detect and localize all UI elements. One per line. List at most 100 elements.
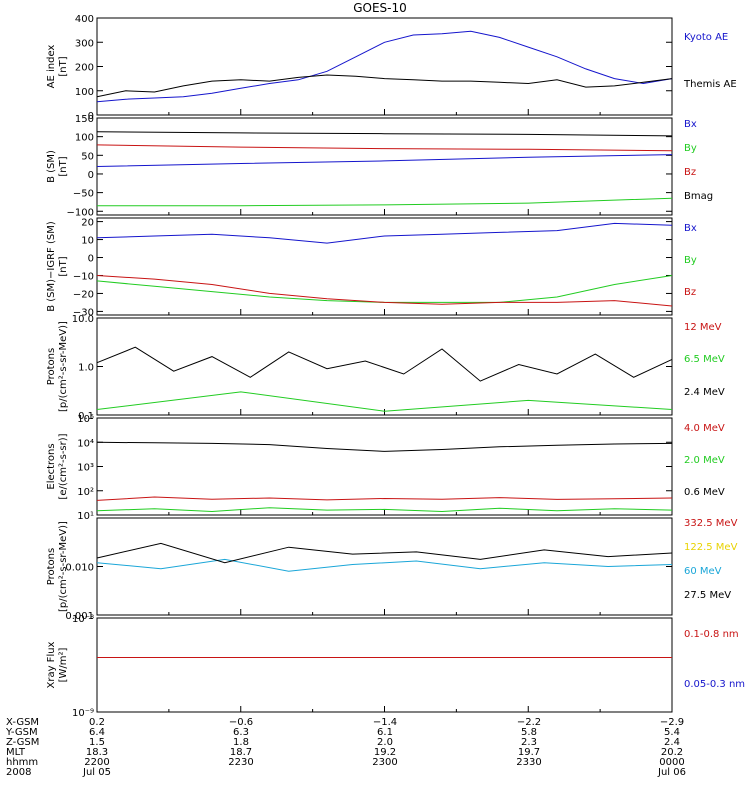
legend-entry: 122.5 MeV [684,542,738,553]
legend-entry: By [684,143,697,154]
chart-title: GOES-10 [353,1,407,15]
y-tick-label: 10³ [77,463,94,474]
legend-entry: Bx [684,223,697,234]
ephemeris-row-label: X-GSM [6,717,39,728]
series-red-trace [96,496,673,501]
y-axis-label: Protons [46,348,57,385]
legend-entry: 0.05-0.3 nm [684,679,745,690]
y-tick-label: 10.0 [72,314,94,325]
y-axis-label: [p/(cm²-s-sr-MeV)] [58,521,69,612]
ephemeris-value: 5.8 [521,727,537,738]
ephemeris-value: −1.4 [373,717,397,728]
panel-electrons: 10¹ 10² 10³ 10⁴ 10⁵ Electrons [e/(cm²-s-sr)] 4.… [46,414,725,522]
ephemeris-value: 18.7 [230,747,252,758]
legend-entry: Bmag [684,191,713,202]
y-axis-label: AE index [46,45,57,89]
series-bx [96,222,673,244]
series-themis-ae [96,74,673,98]
y-axis-label: [W/m²] [58,647,69,682]
y-tick-label: 100 [75,87,94,98]
y-tick-label: 300 [75,38,94,49]
ephemeris-value: 2.3 [521,737,537,748]
ephemeris-value: 2300 [372,757,397,768]
series-bmag [96,131,673,137]
legend-entry: 60 MeV [684,566,722,577]
plot-frame [96,617,673,713]
y-tick-label: 0 [88,170,94,181]
y-tick-label: 10¹ [77,511,94,522]
ephemeris-value: 20.2 [661,747,683,758]
ephemeris-value: 2200 [84,757,109,768]
panel-xray: 10⁻⁹ 10⁻⁸ Xray Flux [W/m²] 0.1-0.8 nm 0.05-0.… [46,614,745,719]
ephemeris-row-label: Z-GSM [6,737,39,748]
ephemeris-value: 19.7 [518,747,540,758]
panel-protons_low: 0.1 1.0 10.0 Protons [p/(cm²-s-sr-MeV)] 12 Me… [46,314,725,422]
plot-frame [96,17,673,116]
panel-protons_high: 0.001 0.010 Protons [p/(cm²-s-sr-MeV)] 332.5… [46,517,738,622]
series-bz [96,275,673,307]
ephemeris-value: Jul 06 [657,767,686,778]
y-axis-label: B (SM) [46,150,57,183]
series-kyoto-ae [96,30,673,103]
series-0-6-mev [96,441,673,452]
y-axis-label: Electrons [46,443,57,489]
ephemeris-row-label: 2008 [6,767,31,778]
ephemeris-row-label: Y-GSM [5,727,38,738]
series-2-4-mev [96,346,673,382]
y-tick-label: 10⁻⁹ [72,708,94,719]
legend-entry: 4.0 MeV [684,423,725,434]
y-axis-label: Xray Flux [46,641,57,688]
y-tick-label: 400 [75,14,94,25]
y-tick-label: −100 [67,207,94,218]
y-tick-label: 0 [88,111,94,122]
y-tick-label: −30 [73,307,94,318]
series-60-mev [96,558,673,572]
panel-ae: 0 100 200 300 400 AE index [nT] Kyoto AE Themis … [46,14,737,122]
ephemeris-value: 2.4 [664,737,680,748]
plot-frame [96,517,673,616]
legend-entry: 6.5 MeV [684,354,725,365]
ephemeris-value: 1.8 [233,737,249,748]
y-axis-label: [nT] [58,156,69,176]
ephemeris-value: −2.2 [517,717,541,728]
legend-entry: Kyoto AE [684,32,728,43]
ephemeris-value: 6.3 [233,727,249,738]
series-27-5-mev [96,542,673,564]
y-tick-label: 1.0 [78,363,94,374]
legend-entry: Themis AE [683,79,737,90]
y-tick-label: 200 [75,63,94,74]
ephemeris-value: 6.1 [377,727,393,738]
series-by [96,275,673,303]
plot-frame [96,217,673,316]
y-tick-label: 10⁵ [77,414,94,425]
ephemeris-value: −0.6 [229,717,253,728]
series-bx [96,154,673,167]
ephemeris-value: 1.5 [89,737,105,748]
y-tick-label: 0.001 [65,611,94,622]
ephemeris-value: 5.4 [664,727,680,738]
ephemeris-value: 6.4 [89,727,105,738]
ephemeris-value: 2330 [516,757,541,768]
y-tick-label: 10⁴ [77,438,94,449]
ephemeris-value: 19.2 [374,747,396,758]
y-tick-label: −50 [73,189,94,200]
y-tick-label: 10 [81,236,94,247]
ephemeris-value: −2.9 [660,717,684,728]
series-2-0-mev [96,507,673,513]
ephemeris-value: 2230 [228,757,253,768]
y-tick-label: 0 [88,254,94,265]
y-tick-label: −10 [73,271,94,282]
y-tick-label: 100 [75,133,94,144]
ephemeris-value: 0000 [659,757,684,768]
legend-entry: Bz [684,167,696,178]
ephemeris-row-label: hhmm [6,757,38,768]
legend-entry: 12 MeV [684,322,722,333]
y-axis-label: B (SM)−IGRF (SM) [46,221,57,312]
series-6-5-mev [96,391,673,412]
series-by [97,197,673,207]
ephemeris-value: Jul 05 [82,767,111,778]
y-axis-label: [nT] [58,256,69,276]
y-axis-label: [p/(cm²-s-sr-MeV)] [58,321,69,412]
